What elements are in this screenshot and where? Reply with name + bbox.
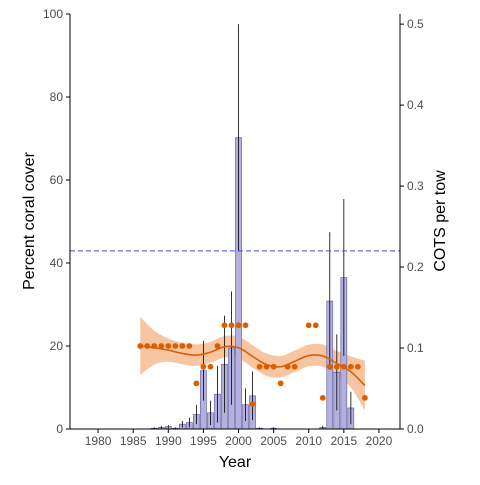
coral-cover-point — [165, 343, 172, 349]
coral-cover-point — [144, 343, 151, 349]
left-y-tick-label: 0 — [56, 422, 63, 436]
trend-line — [140, 345, 366, 386]
left-y-tick-label: 80 — [50, 90, 64, 104]
trend-confidence-band — [140, 316, 365, 411]
right-y-tick-label: 0.4 — [407, 98, 424, 112]
x-tick-label: 2015 — [330, 434, 357, 448]
x-tick-label: 1995 — [190, 434, 217, 448]
right-y-tick-label: 0.2 — [407, 260, 424, 274]
coral-cover-point — [333, 363, 340, 370]
x-tick-label: 1990 — [155, 434, 182, 448]
coral-cover-point — [347, 363, 354, 370]
coral-cover-point — [242, 322, 249, 329]
coral-cover-point — [200, 363, 207, 370]
coral-cover-point — [193, 380, 200, 387]
right-y-tick-label: 0.3 — [407, 179, 424, 193]
trend-line-layer — [140, 345, 366, 386]
coral-cover-point — [186, 343, 193, 349]
left-y-axis-title: Percent coral cover — [21, 151, 38, 290]
coral-cover-point — [249, 401, 256, 407]
left-y-tick-label: 40 — [50, 256, 64, 270]
coral-cover-point — [319, 394, 326, 401]
left-y-tick-label: 60 — [50, 173, 64, 187]
right-y-tick-label: 0.5 — [407, 17, 424, 31]
right-y-tick-label: 0.1 — [407, 341, 424, 355]
coral-cover-point — [354, 363, 361, 370]
right-y-axis-title: COTS per tow — [432, 170, 449, 272]
x-tick-label: 2010 — [295, 434, 322, 448]
x-tick-label: 1985 — [120, 434, 147, 448]
coral-cover-point — [284, 363, 291, 370]
left-y-tick-label: 20 — [50, 339, 64, 353]
left-y-tick-label: 100 — [43, 7, 63, 21]
coral-cover-point — [340, 363, 347, 370]
coral-cover-point — [305, 322, 312, 329]
x-tick-label: 1980 — [85, 434, 112, 448]
coral-cover-point — [137, 343, 144, 349]
coral-cover-point — [291, 363, 298, 370]
right-y-tick-label: 0.0 — [407, 422, 424, 436]
coral-cover-point — [228, 322, 235, 329]
coral-cover-point — [179, 343, 186, 349]
coral-cover-point — [158, 343, 165, 349]
x-tick-label: 2005 — [260, 434, 287, 448]
x-axis-title: Year — [219, 454, 252, 471]
axis-layer: 1980 1985 1990 1995 2000 2005 2010 2015 2020 0 20 4… — [43, 7, 424, 448]
coral-cover-point — [221, 322, 228, 329]
coral-cover-point — [270, 363, 277, 370]
trend-confidence-band-layer — [140, 316, 365, 411]
coral-cover-point — [312, 322, 319, 329]
coral-cover-point — [361, 394, 368, 401]
coral-point-layer — [137, 322, 368, 407]
coral-cover-point — [256, 363, 263, 370]
x-tick-label: 2020 — [366, 434, 393, 448]
x-tick-label: 2000 — [225, 434, 252, 448]
coral-cover-point — [172, 343, 179, 349]
coral-cover-point — [151, 343, 158, 349]
coral-cover-point — [235, 322, 242, 329]
coral-cover-point — [207, 363, 214, 370]
coral-cover-point — [214, 343, 221, 349]
coral-cover-point — [326, 363, 333, 370]
cots-error-bar-layer — [153, 24, 352, 429]
coral-cover-point — [277, 380, 284, 387]
coral-cover-point — [263, 363, 270, 370]
